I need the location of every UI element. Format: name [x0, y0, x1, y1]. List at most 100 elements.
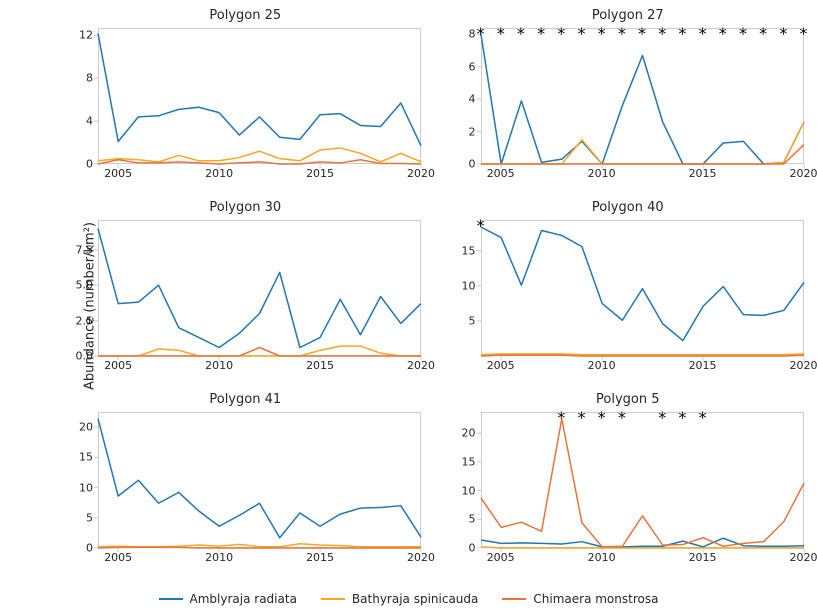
x-tick-label: 2010: [588, 167, 616, 180]
legend-item: Bathyraja spinicauda: [321, 592, 478, 606]
y-tick-label: 2: [469, 125, 476, 138]
axes-spines: [481, 29, 803, 164]
y-tick-label: 0: [86, 158, 93, 171]
x-tick-label: 2005: [104, 551, 132, 564]
legend-swatch: [502, 598, 526, 600]
panel: Polygon 27200520102015202002468*********…: [451, 8, 806, 186]
significance-star: *: [618, 26, 626, 42]
y-tick-label: 7.5: [76, 243, 94, 256]
significance-star: *: [577, 410, 585, 426]
panel-title: Polygon 40: [451, 200, 806, 215]
significance-star: *: [497, 26, 505, 42]
x-tick-label: 2020: [790, 551, 817, 564]
panel: Polygon 25 200520102015202004812: [68, 8, 423, 186]
x-tick-label: 2020: [407, 167, 435, 180]
x-tick-label: 2015: [306, 359, 334, 372]
significance-star: *: [739, 26, 747, 42]
y-tick-label: 0.0: [76, 350, 94, 363]
x-tick-label: 2020: [407, 359, 435, 372]
significance-star: *: [779, 26, 787, 42]
significance-star: *: [678, 410, 686, 426]
series-line-amblyraja: [98, 419, 421, 538]
series-line-amblyraja: [481, 34, 804, 164]
series-line-chimaera: [481, 355, 804, 356]
significance-star: *: [517, 26, 525, 42]
panel: Polygon 40200520102015202051015*: [451, 200, 806, 378]
legend-swatch: [159, 598, 183, 600]
axes-spines: [99, 221, 421, 356]
series-line-chimaera: [98, 547, 421, 548]
y-tick-label: 0: [86, 542, 93, 555]
y-tick-label: 0: [469, 158, 476, 171]
y-tick-label: 5: [86, 511, 93, 524]
series-line-amblyraja: [481, 227, 804, 341]
x-tick-label: 2015: [306, 167, 334, 180]
legend: Amblyraja radiata Bathyraja spinicauda Chi…: [0, 592, 817, 606]
legend-label: Amblyraja radiata: [190, 592, 297, 606]
y-tick-label: 20: [462, 427, 476, 440]
chart-svg: [98, 412, 421, 548]
plot-area: 200520102015202005101520*******: [481, 412, 804, 548]
y-tick-label: 5: [469, 314, 476, 327]
chart-svg: [98, 220, 421, 356]
plot-area: 200520102015202002468*****************: [481, 28, 804, 164]
significance-star: *: [658, 26, 666, 42]
y-tick-label: 8: [86, 72, 93, 85]
axes-spines: [481, 413, 803, 548]
x-tick-label: 2010: [205, 551, 233, 564]
y-tick-label: 10: [462, 484, 476, 497]
y-tick-label: 8: [469, 28, 476, 41]
chart-svg: [481, 28, 804, 164]
y-tick-label: 0: [469, 542, 476, 555]
panel-title: Polygon 5: [451, 392, 806, 407]
significance-star: *: [678, 26, 686, 42]
legend-item: Amblyraja radiata: [159, 592, 297, 606]
x-tick-label: 2015: [689, 359, 717, 372]
y-tick-label: 12: [79, 29, 93, 42]
legend-label: Chimaera monstrosa: [533, 592, 658, 606]
y-tick-label: 15: [462, 244, 476, 257]
legend-swatch: [321, 598, 345, 600]
significance-star: *: [638, 26, 646, 42]
series-line-amblyraja: [98, 229, 421, 348]
x-tick-label: 2005: [487, 551, 515, 564]
legend-item: Chimaera monstrosa: [502, 592, 658, 606]
x-tick-label: 2015: [306, 551, 334, 564]
panel-title: Polygon 25: [68, 8, 423, 23]
significance-star: *: [598, 26, 606, 42]
significance-star: *: [477, 218, 485, 234]
panel-title: Polygon 27: [451, 8, 806, 23]
x-tick-label: 2020: [407, 551, 435, 564]
panel: Polygon 41200520102015202005101520: [68, 392, 423, 570]
y-tick-label: 20: [79, 421, 93, 434]
series-line-bathyraja: [481, 122, 804, 164]
x-tick-label: 2010: [205, 167, 233, 180]
figure-root: Abundance (number/km²) Polygon 252005201…: [0, 0, 817, 612]
axes-spines: [99, 29, 421, 164]
y-tick-label: 6: [469, 60, 476, 73]
x-tick-label: 2005: [104, 167, 132, 180]
y-tick-label: 10: [462, 279, 476, 292]
panel: Polygon 3020052010201520200.02.55.07.5: [68, 200, 423, 378]
legend-label: Bathyraja spinicauda: [352, 592, 478, 606]
x-tick-label: 2005: [487, 359, 515, 372]
series-line-chimaera: [481, 419, 804, 547]
panel-title: Polygon 30: [68, 200, 423, 215]
x-tick-label: 2010: [588, 551, 616, 564]
series-line-amblyraja: [98, 33, 421, 145]
y-tick-label: 4: [86, 115, 93, 128]
significance-star: *: [537, 26, 545, 42]
series-line-bathyraja: [481, 354, 804, 355]
y-tick-label: 15: [462, 455, 476, 468]
significance-star: *: [577, 26, 585, 42]
chart-svg: [481, 412, 804, 548]
plot-area: 200520102015202005101520: [98, 412, 421, 548]
series-line-bathyraja: [98, 148, 421, 162]
significance-star: *: [658, 410, 666, 426]
plot-area: 200520102015202004812: [98, 28, 421, 164]
chart-svg: [481, 220, 804, 356]
significance-star: *: [699, 410, 707, 426]
x-tick-label: 2010: [205, 359, 233, 372]
x-tick-label: 2005: [104, 359, 132, 372]
x-tick-label: 2020: [790, 167, 817, 180]
